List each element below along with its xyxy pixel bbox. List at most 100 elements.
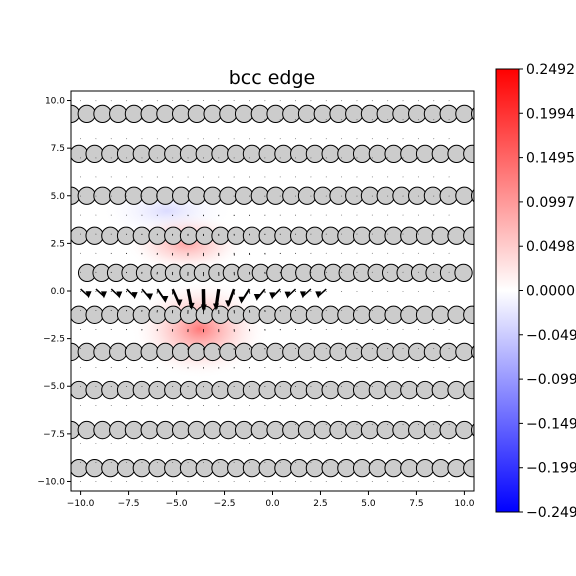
atom bbox=[337, 305, 356, 324]
atom bbox=[384, 380, 403, 400]
atom bbox=[337, 458, 356, 478]
atom bbox=[408, 186, 427, 205]
atom bbox=[148, 144, 167, 164]
atom bbox=[116, 144, 136, 164]
colorbar-tick-label: 0.0000 bbox=[526, 284, 575, 300]
atom bbox=[376, 342, 395, 362]
atom bbox=[337, 226, 356, 245]
atom bbox=[140, 104, 159, 124]
atom bbox=[156, 342, 175, 362]
atom bbox=[297, 420, 317, 440]
atom bbox=[352, 144, 372, 164]
atom bbox=[368, 380, 388, 400]
atom bbox=[313, 104, 332, 124]
atom bbox=[290, 305, 309, 324]
atom bbox=[321, 226, 340, 245]
atom bbox=[203, 342, 222, 362]
atom bbox=[77, 186, 96, 205]
y-tick-label: 10.0 bbox=[45, 97, 65, 107]
atom bbox=[124, 342, 144, 362]
colorbar-tick-label: −0.0997 bbox=[526, 372, 576, 388]
atom bbox=[360, 186, 380, 205]
atom bbox=[132, 226, 151, 245]
atom bbox=[164, 458, 183, 478]
atom bbox=[392, 186, 411, 205]
colorbar-tick-label: 0.0498 bbox=[526, 239, 575, 255]
atom bbox=[415, 144, 435, 164]
atom bbox=[179, 458, 199, 478]
atom bbox=[140, 342, 159, 362]
atom bbox=[148, 226, 167, 245]
atom bbox=[124, 420, 144, 440]
y-tick-label: −2.5 bbox=[43, 335, 65, 345]
atom bbox=[329, 186, 348, 205]
atom bbox=[195, 144, 214, 164]
atom bbox=[234, 342, 254, 362]
atom bbox=[337, 144, 356, 164]
atom bbox=[392, 104, 411, 124]
atom bbox=[93, 342, 112, 362]
atom bbox=[352, 305, 372, 324]
atom bbox=[282, 420, 301, 440]
colorbar-tick-label: 0.1495 bbox=[526, 151, 575, 167]
atom bbox=[415, 305, 435, 324]
x-tick-label: 5.0 bbox=[361, 499, 376, 509]
atom bbox=[305, 305, 325, 324]
atom bbox=[140, 186, 159, 205]
atom bbox=[179, 144, 199, 164]
atom bbox=[313, 186, 332, 205]
atom bbox=[415, 226, 435, 245]
atom bbox=[345, 186, 364, 205]
atom bbox=[266, 186, 285, 205]
atom bbox=[109, 186, 128, 205]
atom bbox=[234, 420, 254, 440]
atom bbox=[93, 186, 112, 205]
core-arrow-head bbox=[131, 292, 138, 300]
core-arrow-head bbox=[299, 291, 306, 299]
atom bbox=[360, 342, 380, 362]
atom bbox=[164, 380, 183, 400]
atom bbox=[85, 305, 104, 324]
atom bbox=[274, 305, 293, 324]
atom bbox=[250, 342, 269, 362]
atom bbox=[392, 420, 411, 440]
atom bbox=[71, 458, 89, 478]
colorbar-axis: 0.2492 0.1994 0.1495 0.0997 0.0498 0.0000 −0.0… bbox=[519, 62, 576, 521]
x-tick-label: −10.0 bbox=[67, 499, 95, 509]
atom bbox=[384, 144, 403, 164]
core-arrow-head bbox=[253, 293, 260, 301]
atom bbox=[463, 144, 474, 164]
atom bbox=[439, 104, 458, 124]
atom bbox=[266, 420, 285, 440]
y-tick-label: −5.0 bbox=[43, 382, 65, 392]
atom bbox=[242, 144, 262, 164]
atom bbox=[305, 226, 325, 245]
colorbar-tick-label: 0.1994 bbox=[526, 106, 575, 122]
atom bbox=[454, 263, 473, 283]
atom bbox=[290, 380, 309, 400]
atom bbox=[352, 380, 372, 400]
atom bbox=[258, 380, 277, 400]
core-arrow-head bbox=[100, 291, 107, 299]
x-axis: −10.0 −7.5 −5.0 −2.5 0.0 2.5 5.0 7.5 10.0 bbox=[67, 491, 475, 509]
atom bbox=[195, 226, 214, 245]
atom bbox=[282, 104, 301, 124]
atom bbox=[423, 186, 443, 205]
x-tick-label: −5.0 bbox=[166, 499, 188, 509]
atom bbox=[258, 226, 277, 245]
atom bbox=[384, 458, 403, 478]
atom bbox=[171, 342, 191, 362]
atoms-layer bbox=[71, 104, 474, 478]
atom bbox=[423, 104, 443, 124]
y-tick-label: 0.0 bbox=[51, 287, 66, 297]
core-arrow-head bbox=[147, 293, 154, 301]
atom bbox=[455, 104, 474, 124]
atom bbox=[101, 458, 120, 478]
atom bbox=[360, 104, 380, 124]
atom bbox=[109, 342, 128, 362]
atom bbox=[148, 305, 167, 324]
atom bbox=[156, 420, 175, 440]
x-tick-label: 7.5 bbox=[409, 499, 423, 509]
atom bbox=[101, 305, 120, 324]
atom bbox=[431, 144, 450, 164]
